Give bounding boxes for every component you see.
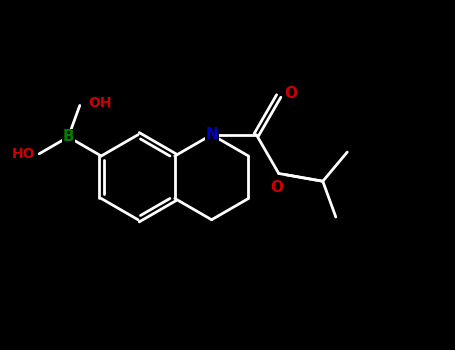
- Text: HO: HO: [11, 147, 35, 161]
- Text: OH: OH: [88, 96, 111, 110]
- Text: B: B: [62, 130, 74, 145]
- Text: N: N: [205, 127, 218, 142]
- Text: O: O: [284, 86, 297, 101]
- Text: O: O: [270, 180, 283, 195]
